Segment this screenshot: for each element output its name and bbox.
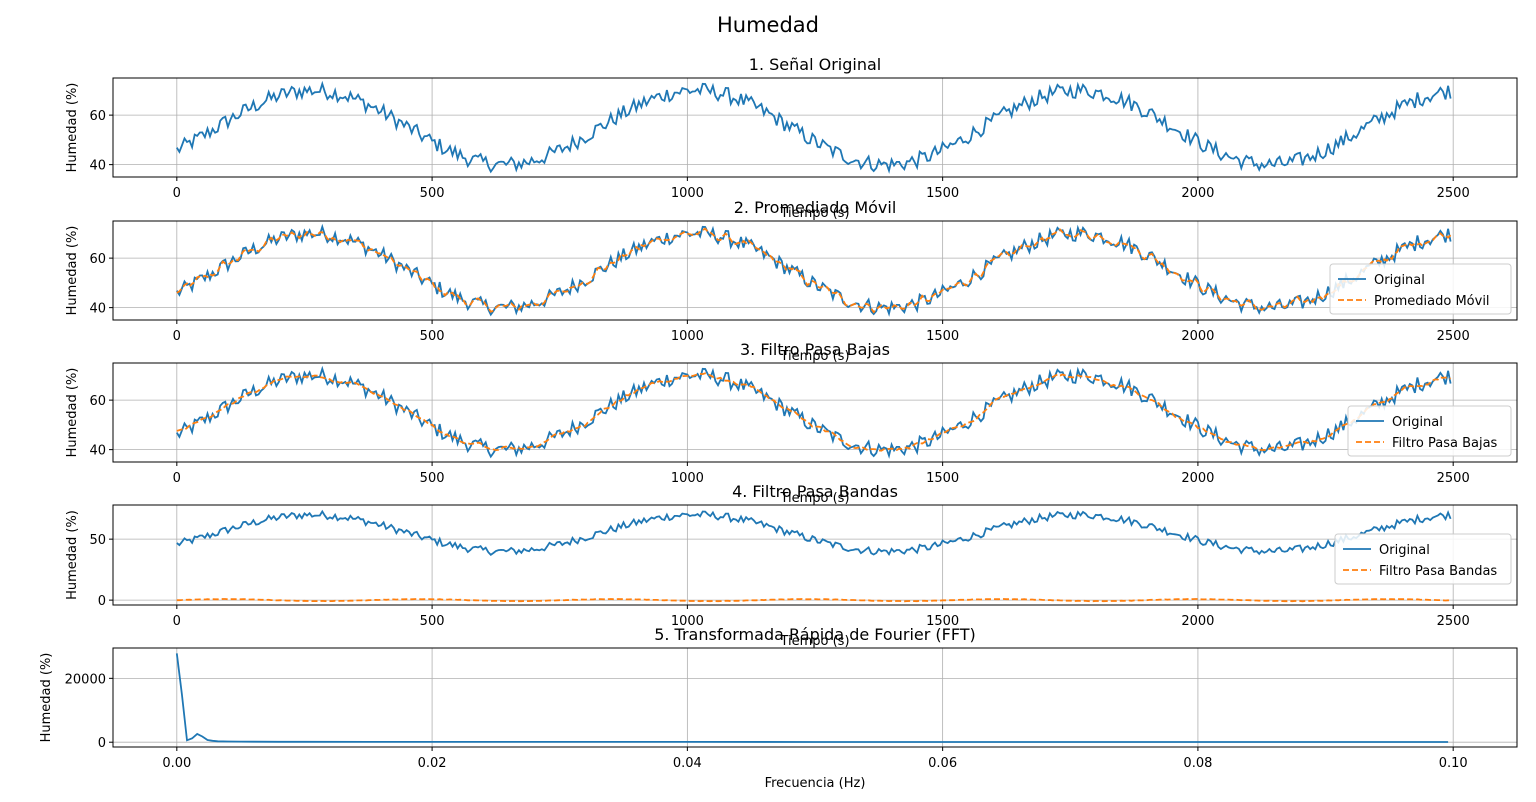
- series-line-original: [176, 509, 1452, 557]
- y-tick-label: 20000: [65, 672, 106, 687]
- plot-frame: [112, 362, 1518, 463]
- x-tick-label: 2500: [1437, 471, 1470, 486]
- x-tick-label: 1000: [671, 186, 704, 201]
- legend-label: Filtro Pasa Bajas: [1392, 436, 1498, 451]
- x-tick-label: 0.02: [418, 756, 447, 771]
- x-tick-label: 2000: [1181, 186, 1214, 201]
- series-line-low-pass: [176, 372, 1451, 452]
- x-tick-label: 2500: [1437, 329, 1470, 344]
- legend-label: Original: [1374, 273, 1425, 288]
- legend-box: [1329, 263, 1512, 315]
- x-tick-label: 2500: [1437, 614, 1470, 629]
- y-tick-label: 60: [89, 109, 106, 124]
- subplot-title: 1. Señal Original: [749, 55, 881, 74]
- x-tick-label: 1500: [926, 614, 959, 629]
- series-line-moving-average: [176, 227, 1452, 314]
- x-tick-label: 0.04: [673, 756, 702, 771]
- legend-box: [1334, 533, 1512, 585]
- x-tick-label: 1000: [671, 614, 704, 629]
- x-tick-label: 0: [173, 614, 181, 629]
- x-axis-label: Tiempo (s): [779, 491, 849, 506]
- x-tick-label: 1000: [671, 329, 704, 344]
- y-axis-label: Humedad (%): [65, 368, 80, 458]
- x-tick-label: 2000: [1181, 614, 1214, 629]
- subplot-5: 0.00 0.02 0.04 0.06 0.08 0.10 0 20000 Frecuencia…: [39, 625, 1518, 791]
- series-line-band-pass: [176, 598, 1451, 603]
- subplot-title: 5. Transformada Rápida de Fourier (FFT): [654, 625, 976, 644]
- x-tick-label: 1500: [926, 186, 959, 201]
- plot-frame: [112, 647, 1518, 748]
- x-tick-label: 0: [173, 329, 181, 344]
- subplot-title: 4. Filtro Pasa Bandas: [732, 482, 898, 501]
- subplot-title: 3. Filtro Pasa Bajas: [740, 340, 890, 359]
- figure-title: Humedad: [717, 13, 819, 37]
- legend-label: Original: [1379, 543, 1430, 558]
- x-tick-label: 500: [420, 329, 445, 344]
- y-tick-label: 60: [89, 394, 106, 409]
- legend: Original Filtro Pasa Bajas: [1347, 405, 1512, 457]
- plot-frame: [112, 220, 1518, 321]
- x-tick-label: 0.08: [1183, 756, 1212, 771]
- series-line-original: [176, 223, 1452, 317]
- x-tick-label: 2000: [1181, 329, 1214, 344]
- x-tick-label: 0.06: [928, 756, 957, 771]
- x-tick-label: 500: [420, 186, 445, 201]
- x-tick-label: 1000: [671, 471, 704, 486]
- y-axis-label: Humedad (%): [65, 510, 80, 600]
- y-axis-label: Humedad (%): [65, 226, 80, 316]
- subplot-2: 0 500 1000 1500 2000 2500 40 60 Tiempo (s) Humeda…: [65, 198, 1518, 364]
- x-axis-label: Tiempo (s): [779, 206, 849, 221]
- y-tick-label: 40: [89, 302, 106, 317]
- y-tick-label: 0: [98, 594, 106, 609]
- x-tick-label: 0.10: [1439, 756, 1468, 771]
- legend-label: Original: [1392, 415, 1443, 430]
- subplot-title: 2. Promediado Móvil: [734, 198, 897, 217]
- x-tick-label: 1500: [926, 329, 959, 344]
- x-tick-label: 1500: [926, 471, 959, 486]
- y-tick-label: 50: [89, 533, 106, 548]
- series-line-original: [176, 80, 1452, 174]
- x-tick-label: 0.00: [162, 756, 191, 771]
- y-tick-label: 0: [98, 736, 106, 751]
- legend-label: Promediado Móvil: [1374, 294, 1490, 309]
- plot-frame: [112, 77, 1518, 178]
- y-axis-label: Humedad (%): [65, 83, 80, 173]
- y-axis-label: Humedad (%): [39, 653, 54, 743]
- legend: Original Promediado Móvil: [1329, 263, 1512, 315]
- x-tick-label: 2500: [1437, 186, 1470, 201]
- x-axis-label: Tiempo (s): [779, 634, 849, 649]
- y-tick-label: 40: [89, 444, 106, 459]
- x-tick-label: 0: [173, 471, 181, 486]
- legend: Original Filtro Pasa Bandas: [1334, 533, 1512, 585]
- y-tick-label: 60: [89, 252, 106, 267]
- x-tick-label: 500: [420, 471, 445, 486]
- x-tick-label: 2000: [1181, 471, 1214, 486]
- subplot-1: 0 500 1000 1500 2000 2500 40 60 Tiempo (s) Humeda…: [65, 55, 1518, 221]
- legend-box: [1347, 405, 1512, 457]
- x-tick-label: 500: [420, 614, 445, 629]
- series-line-fft: [175, 653, 1449, 743]
- y-tick-label: 40: [89, 159, 106, 174]
- x-axis-label: Frecuencia (Hz): [765, 776, 866, 791]
- plot-frame: [112, 504, 1518, 606]
- x-axis-label: Tiempo (s): [779, 349, 849, 364]
- x-tick-label: 0: [173, 186, 181, 201]
- legend-label: Filtro Pasa Bandas: [1379, 564, 1497, 579]
- subplot-3: 0 500 1000 1500 2000 2500 40 60 Tiempo (s) Humeda…: [65, 340, 1518, 506]
- subplot-4: 0 500 1000 1500 2000 2500 0 50 Tiempo (s) Humedad…: [65, 482, 1518, 649]
